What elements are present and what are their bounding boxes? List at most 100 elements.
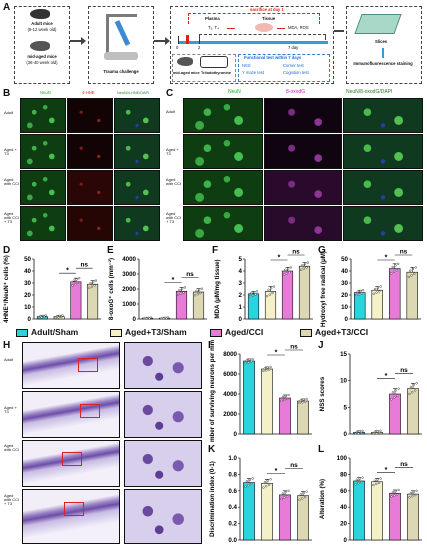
chart-j-star-label: * [385,373,388,380]
chart-i-point [263,367,266,370]
chart-f-point [267,288,270,291]
b-row-aged-cci: Aged with CCI [4,177,20,187]
chart-j-point [372,432,375,436]
chart-g-point [374,287,377,291]
chart-l-point [357,482,360,485]
chart-j-point [391,391,394,394]
chart-f-point [270,287,273,290]
chart-i-point [287,393,290,397]
chart-g-point [407,275,410,279]
chart-e: 8-oxoG⁺ cells (mm⁻²) 0 1000 2000 3000 4000 ns * [108,256,207,323]
treated-mouse-icon [177,57,193,66]
chart-e-ytick-label: 0 [133,316,137,323]
h-image-zoom-adult [124,342,202,389]
chart-i-point [245,359,248,362]
chart-k-ytick-label: 0.8 [228,471,237,478]
chart-g-ytick-label: 10 [341,304,348,311]
chart-l-point [397,488,400,492]
chart-d-point [71,284,74,287]
chart-l-ytick-label: 0 [344,537,348,544]
chart-k-bar [261,483,273,541]
chart-e-point [194,294,197,297]
chart-i-point [302,398,305,401]
chart-l-ytick-label: 80 [340,471,347,478]
c-row-aged-cci: Aged with CCI [166,177,182,187]
c-image-8oxodg-aged-cci-t3 [264,206,342,241]
cognition-label: Cognition test [283,70,309,75]
chart-g-point [357,293,361,296]
c-image-merge-aged-cci [343,170,423,205]
mid-aged-mice2-label: mid-aged mice [173,71,200,75]
brain-icon [255,23,273,32]
arrow-right-icon [70,40,82,42]
chart-d-point [89,281,92,285]
legend-label-aged-cci: Aged/CCI [225,327,264,337]
chart-g-point [355,293,358,297]
chart-d-point [37,316,41,319]
chart-f-ytick-label: 0 [239,316,243,323]
chart-k-point [247,484,250,487]
chart-f-point [251,294,254,297]
chart-g-point [414,266,417,269]
chart-j-bar [407,388,419,435]
chart-j-point [360,431,363,435]
chart-l-ytick-label: 20 [340,521,347,528]
c-image-8oxodg-aged-t3 [264,134,342,169]
chart-k-ytick-label: 0.4 [228,504,237,511]
c-col-neun: NeuN [228,89,241,95]
slices-label: Slices [375,39,388,44]
chart-f-ytick-label: 5 [239,256,243,263]
mouse-on-platform-icon [104,52,138,60]
chart-d-ytick-label: 10 [24,304,31,311]
arrowhead-icon [81,37,86,45]
chart-g-point [410,274,413,277]
chart-e-point [177,293,180,297]
legend: Adult/Sham Aged+T3/Sham Aged/CCI Aged+T3… [10,327,425,339]
chart-i-bar [297,400,309,435]
chart-g-point [394,264,397,267]
chart-g-point [376,286,380,289]
chart-d-point [60,315,63,319]
chart-d-point [92,280,95,283]
zoom-box-aged-t3 [80,404,100,418]
chart-k-ns-label: ns [290,462,298,469]
chart-j-point [411,391,414,394]
chart-k-point [269,478,272,481]
chart-g-point [359,289,362,293]
adult-mice-label: Adult mice [31,21,53,26]
c-image-merge-aged-t3 [343,134,423,169]
chart-g-point [378,290,381,293]
stereotaxic-device-icon [106,14,137,57]
chart-e-point [183,286,186,289]
c-col-merge: NeuN/8-oxodG/DAPI [346,89,393,95]
chart-k: Discrimination index (0-1) 0.0 0.2 0.4 0.6 0.… [209,455,312,544]
chart-f-point [284,268,287,271]
chart-f-point [271,291,274,295]
chart-j-point [355,430,358,433]
trauma-box [88,6,154,84]
chart-i-point [304,400,307,403]
chart-i-ns-label: ns [290,344,298,351]
arrow-right-icon-3 [334,30,344,32]
chart-k-point [284,491,287,494]
chart-j-ylabel: NSS scores [319,376,326,411]
chart-l-ytick-label: 60 [340,488,347,495]
mda-ros-label: MDA, ROS [288,25,309,30]
chart-d-ytick-label: 30 [24,280,31,287]
chart-i-ylabel: Number of surviving neurons per mm² [209,340,216,442]
mid-aged-mice-label: mid-aged mice [27,54,57,59]
molecule-icon [200,56,228,68]
c-image-neun-aged-cci [183,170,263,205]
chart-k-ytick-label: 0.6 [228,488,237,495]
chart-l-point [361,476,364,479]
h-row-aged-cci: Aged with CCI [4,443,20,453]
chart-l-point [390,495,393,498]
sacrifice-bracket [188,13,320,24]
adult-mouse-icon [30,9,50,19]
chart-j-point [409,385,412,388]
chart-i-point [269,365,272,369]
chart-l-bar [389,492,401,541]
legend-swatch-aged-t3-sham [110,329,122,337]
arrow-down-icon [382,48,384,58]
chart-i-ytick-label: 0 [234,431,238,438]
